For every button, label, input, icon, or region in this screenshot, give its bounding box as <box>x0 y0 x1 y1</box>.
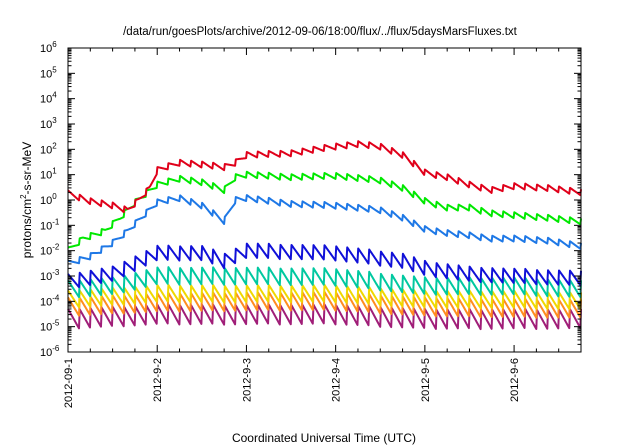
y-tick-label: 100 <box>40 192 57 207</box>
y-axis-label-suffix: -s-sr-MeV <box>20 142 34 195</box>
y-tick-label: 101 <box>40 167 57 182</box>
series-group <box>67 140 582 331</box>
x-axis-label: Coordinated Universal Time (UTC) <box>232 431 416 445</box>
series-line-2 <box>67 170 582 249</box>
x-tick-label: 2012-9-3 <box>241 358 253 402</box>
x-tick-label: 2012-9-5 <box>420 358 432 402</box>
y-tick-label: 10-2 <box>40 243 60 258</box>
x-tick-label: 2012-9-2 <box>152 358 164 402</box>
series-line-1 <box>67 140 582 214</box>
chart-title: /data/run/goesPlots/archive/2012-09-06/1… <box>123 26 518 38</box>
y-tick-label: 10-5 <box>40 319 60 334</box>
y-tick-label: 10-3 <box>40 268 60 283</box>
x-tick-label: 2012-9-6 <box>509 358 521 402</box>
y-tick-label: 103 <box>40 116 57 131</box>
y-tick-label: 10-1 <box>40 217 60 232</box>
y-axis-label: protons/cm2-s-sr-MeV <box>19 142 34 258</box>
series-line-5 <box>67 266 582 299</box>
y-tick-label: 10-4 <box>40 293 60 308</box>
series-line-4 <box>67 242 582 289</box>
y-tick-label: 102 <box>40 141 57 156</box>
y-axis-label-prefix: protons/cm <box>20 199 34 258</box>
y-axis-label-sup: 2 <box>19 194 28 199</box>
y-tick-label: 106 <box>40 40 57 55</box>
y-tick-label: 104 <box>40 91 57 106</box>
y-tick-label: 10-6 <box>40 344 60 359</box>
x-tick-label: 2012-09-1 <box>63 358 75 408</box>
x-tick-label: 2012-9-4 <box>331 358 343 402</box>
y-tick-label: 105 <box>40 65 57 80</box>
x-axis: 2012-09-1 2012-9-2 2012-9-3 2012-9-4 2012-9-… <box>63 48 560 408</box>
series-line-3 <box>67 194 582 265</box>
y-axis: 10-6 10-5 10-4 10-3 10-2 10-1 100 101 102 103 104 1… <box>40 40 581 359</box>
